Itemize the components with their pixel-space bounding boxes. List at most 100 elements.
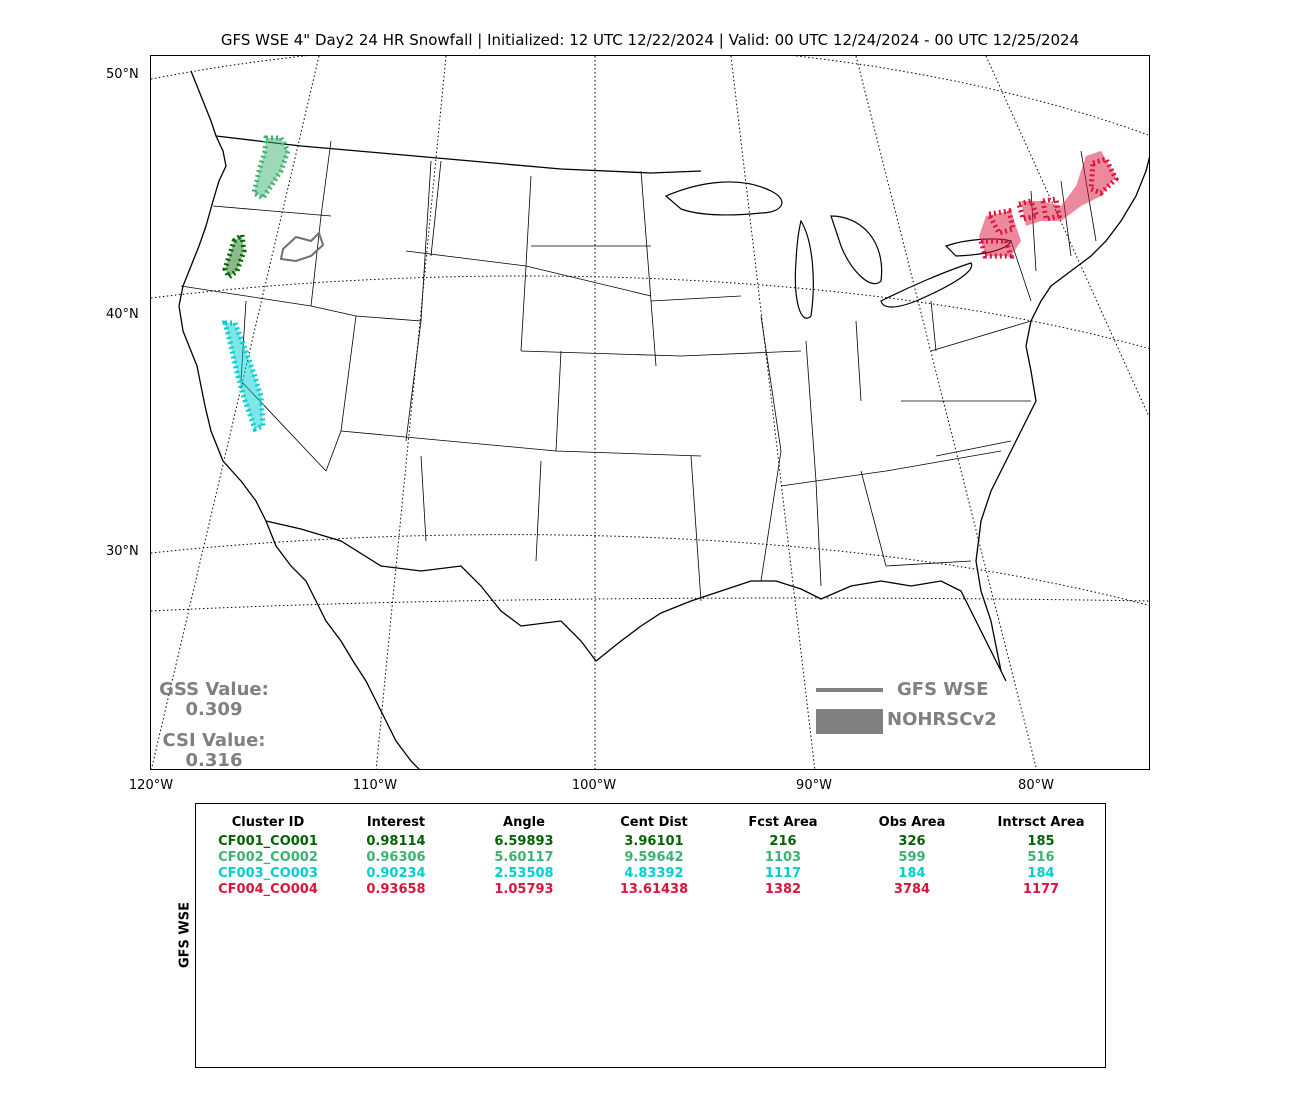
table-cell: 4.83392	[624, 866, 684, 881]
legend-observed-swatch	[816, 709, 883, 734]
csi-value: 0.316	[185, 750, 243, 770]
gss-label: GSS Value:	[159, 679, 269, 700]
table-cell: CF002_CO002	[218, 850, 318, 865]
cluster-cf001-forecast-outline	[222, 230, 247, 281]
cluster-cf003-sierra	[221, 320, 266, 433]
lat-label-30n: 30°N	[106, 544, 139, 559]
lake-superior	[664, 181, 783, 216]
cluster-cf002-forecast-outline	[251, 135, 291, 202]
table-header-cell: Fcst Area	[748, 815, 818, 830]
state-line-nm-tx	[535, 460, 542, 562]
map-panel: GSS Value: 0.309 CSI Value: 0.316 GFS WS…	[150, 55, 1150, 770]
state-line-pa-oh	[930, 300, 937, 352]
table-cell: 0.90234	[366, 866, 426, 881]
table-cell: 184	[1027, 866, 1055, 881]
parallel-25n	[151, 597, 1149, 612]
table-header-cell: Intrsct Area	[997, 815, 1085, 830]
table-cell: 0.93658	[366, 882, 426, 897]
parallel-50n	[151, 56, 1149, 136]
state-line-nm-west	[420, 455, 427, 542]
state-line-miss-river	[760, 315, 782, 582]
table-cell: 1.05793	[494, 882, 554, 897]
state-line-co-ks	[555, 350, 562, 452]
state-line-wa-or	[212, 205, 332, 217]
state-line-in-il	[805, 340, 817, 482]
table-cell: 1117	[764, 866, 802, 881]
state-line-ut	[355, 315, 422, 442]
table-cell: 0.98114	[366, 834, 426, 849]
table-cell: 326	[898, 834, 926, 849]
map-canvas	[151, 56, 1149, 769]
table-header-cell: Cluster ID	[231, 815, 305, 830]
unmatched-forecast-object	[279, 231, 325, 263]
lake-huron	[830, 215, 883, 285]
canada-border	[215, 135, 702, 174]
state-line-ne-ia	[650, 295, 742, 302]
lon-label-120w: 120°W	[128, 778, 174, 793]
table-cell: CF001_CO001	[218, 834, 318, 849]
table-cell: 6.59893	[494, 834, 554, 849]
cluster-cf002-washington	[251, 135, 291, 202]
lat-label-40n: 40°N	[106, 307, 139, 322]
legend-forecast-label: GFS WSE	[897, 679, 989, 700]
table-cell: 13.61438	[619, 882, 689, 897]
meridian-110w	[375, 56, 447, 769]
table-cell: 0.96306	[366, 850, 426, 865]
table-cell: 185	[1027, 834, 1055, 849]
table-cell: 599	[898, 850, 926, 865]
table-cell: CF003_CO003	[218, 866, 318, 881]
meridian-90w	[730, 56, 816, 769]
state-line-nc-sc	[935, 440, 1012, 457]
state-line-id-west	[310, 140, 332, 307]
table-cell: 5.60117	[494, 850, 554, 865]
table-cell: 1103	[764, 850, 802, 865]
csi-label: CSI Value:	[162, 730, 266, 751]
state-line-or-ca	[180, 285, 357, 317]
gulf-coast	[595, 580, 1007, 682]
table-cell: 216	[769, 834, 797, 849]
state-line-az-nm-tx	[340, 430, 702, 457]
cluster-cf001-observed-area	[225, 235, 244, 277]
table-cell: 1382	[764, 882, 802, 897]
state-line-pa-md	[930, 320, 1032, 352]
cluster-cf003-observed-area	[225, 323, 263, 429]
table-header-cell: Interest	[366, 815, 426, 830]
coastline	[178, 70, 1149, 769]
lake-erie	[880, 262, 973, 308]
state-line-vt-nh	[1060, 180, 1072, 257]
state-line-al-ms	[815, 480, 822, 587]
state-line-mn-ia	[640, 170, 657, 367]
state-line-mt-wy	[420, 160, 432, 322]
snow-objects	[221, 135, 1120, 433]
table-cell: 9.59642	[624, 850, 684, 865]
state-line-ga-fl	[885, 560, 972, 567]
table-cell: 1177	[1022, 882, 1060, 897]
gss-value: 0.309	[185, 699, 243, 720]
mexico-border	[265, 520, 597, 662]
cluster-cf001-oregon	[222, 230, 247, 281]
cluster-cf004-forecast-outline	[977, 155, 1120, 259]
state-line-mt-dakota	[430, 160, 442, 257]
stats-table	[195, 803, 1106, 1068]
pacific-coast	[178, 70, 420, 769]
lon-label-100w: 100°W	[571, 778, 617, 793]
meridian-80w	[855, 56, 1038, 769]
state-line-ga-al	[860, 470, 887, 567]
table-cell: 2.53508	[494, 866, 554, 881]
state-line-ks-mo	[520, 350, 802, 357]
lon-label-90w: 90°W	[796, 778, 832, 793]
lat-label-50n: 50°N	[106, 67, 139, 82]
table-cell: CF004_CO004	[218, 882, 318, 897]
table-cell: 516	[1027, 850, 1055, 865]
state-line-wy-sd	[405, 250, 652, 297]
atlantic-coast	[975, 156, 1149, 672]
table-header-cell: Angle	[503, 815, 545, 830]
table-ylabel: GFS WSE	[177, 901, 193, 969]
chart-title: GFS WSE 4" Day2 24 HR Snowfall | Initial…	[220, 31, 1080, 49]
table-header-cell: Obs Area	[878, 815, 946, 830]
graticule	[151, 56, 1149, 769]
lon-label-110w: 110°W	[352, 778, 398, 793]
great-lakes	[664, 181, 1012, 319]
table-header-cell: Cent Dist	[620, 815, 688, 830]
cluster-cf004-northeast	[977, 151, 1120, 259]
